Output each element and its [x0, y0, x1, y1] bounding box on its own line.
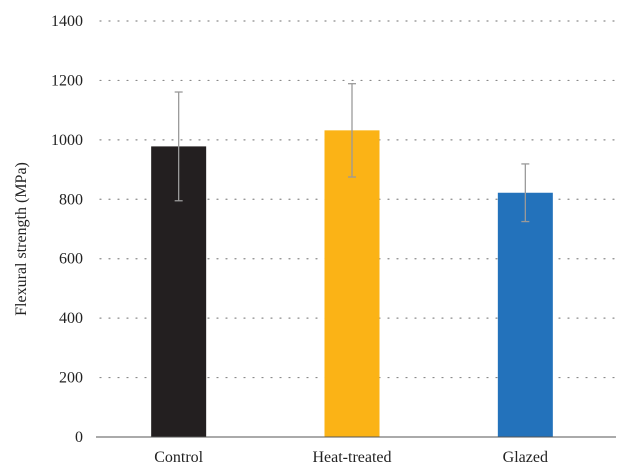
y-tick-label-5: 1000: [51, 132, 83, 149]
bar-heat-treated: [324, 130, 380, 437]
y-tick-label-7: 1400: [51, 13, 83, 30]
x-tick-label-2: Glazed: [503, 449, 548, 466]
y-tick-label-1: 200: [59, 370, 83, 387]
x-tick-labels: Control Heat-treated Glazed: [154, 449, 548, 466]
y-tick-labels: 0 200 400 600 800 1000 1200 1400: [51, 13, 83, 446]
y-tick-label-0: 0: [75, 429, 83, 446]
error-bar-0: [174, 91, 183, 202]
bar-glazed: [497, 192, 553, 437]
y-tick-label-2: 400: [59, 310, 83, 327]
y-tick-label-4: 800: [59, 191, 83, 208]
error-bar-1: [348, 83, 356, 178]
y-tick-label-3: 600: [59, 251, 83, 268]
error-bar-2: [521, 163, 530, 223]
x-tick-label-1: Heat-treated: [312, 449, 391, 466]
y-tick-label-6: 1200: [51, 72, 83, 89]
x-tick-label-0: Control: [154, 449, 203, 466]
y-axis-title: Flexural strength (MPa): [13, 162, 30, 316]
error-bars: [174, 83, 530, 223]
